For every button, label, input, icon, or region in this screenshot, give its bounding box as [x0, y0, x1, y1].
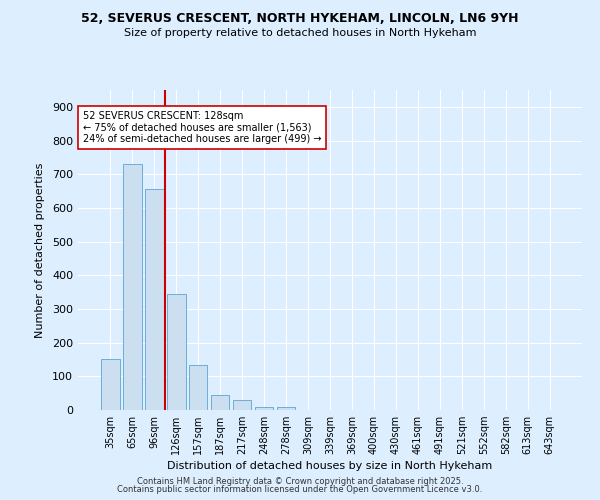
Bar	[277, 408, 295, 410]
Text: Size of property relative to detached houses in North Hykeham: Size of property relative to detached ho…	[124, 28, 476, 38]
Bar	[123, 164, 142, 410]
Y-axis label: Number of detached properties: Number of detached properties	[35, 162, 45, 338]
Text: Contains HM Land Registry data © Crown copyright and database right 2025.: Contains HM Land Registry data © Crown c…	[137, 477, 463, 486]
Bar	[189, 364, 208, 410]
Text: 52, SEVERUS CRESCENT, NORTH HYKEHAM, LINCOLN, LN6 9YH: 52, SEVERUS CRESCENT, NORTH HYKEHAM, LIN…	[81, 12, 519, 26]
Bar	[211, 395, 229, 410]
Bar	[101, 360, 119, 410]
X-axis label: Distribution of detached houses by size in North Hykeham: Distribution of detached houses by size …	[167, 462, 493, 471]
Bar	[233, 400, 251, 410]
Bar	[145, 190, 164, 410]
Text: 52 SEVERUS CRESCENT: 128sqm
← 75% of detached houses are smaller (1,563)
24% of : 52 SEVERUS CRESCENT: 128sqm ← 75% of det…	[83, 111, 322, 144]
Bar	[167, 294, 185, 410]
Bar	[255, 406, 274, 410]
Text: Contains public sector information licensed under the Open Government Licence v3: Contains public sector information licen…	[118, 485, 482, 494]
